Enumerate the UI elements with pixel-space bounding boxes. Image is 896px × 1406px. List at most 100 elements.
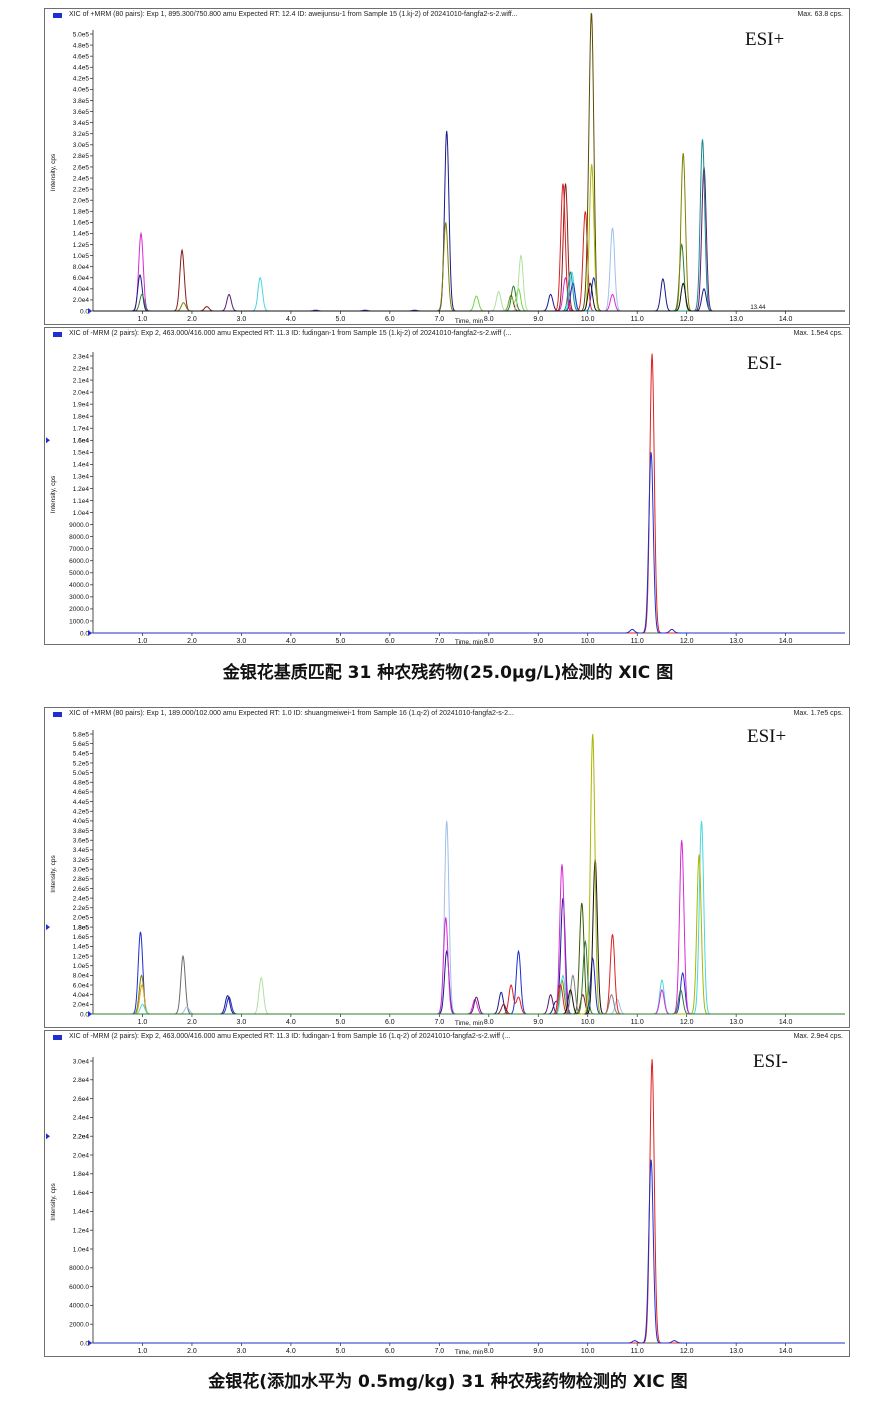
y-tick-label: 1.8e5 xyxy=(73,209,90,216)
y-tick-label: 2.8e5 xyxy=(73,876,90,883)
panel-header-text: XIC of +MRM (80 pairs): Exp 1, 189.000/1… xyxy=(69,710,514,717)
ionization-mode-label: ESI+ xyxy=(745,29,785,50)
chromatogram-trace xyxy=(93,902,845,1015)
x-tick-label: 4.0 xyxy=(286,1348,296,1355)
chromatogram-trace xyxy=(93,183,845,312)
series-color-marker xyxy=(53,1035,62,1040)
x-tick-label: 5.0 xyxy=(336,638,346,645)
chromatogram-trace xyxy=(93,231,845,312)
ionization-mode-label: ESI- xyxy=(747,353,782,374)
y-tick-label: 1.7e4 xyxy=(73,426,90,433)
chromatogram-trace xyxy=(93,820,845,1015)
y-tick-label: 2.3e4 xyxy=(73,353,90,360)
chromatogram-plot: 0.0 2000.0 4000.0 6000.0 8000.0 1.0e4 1.2e4 1.4… xyxy=(46,1057,845,1356)
y-tick-label: 3.0e5 xyxy=(73,866,90,873)
y-tick-label: 4.8e5 xyxy=(73,780,90,787)
y-tick-label: 2.1e4 xyxy=(73,377,90,384)
chromatogram-trace xyxy=(93,976,845,1015)
chromatogram-trace xyxy=(93,974,845,1015)
x-tick-label: 14.0 xyxy=(779,638,793,645)
max-intensity-label: Max. 63.8 cps. xyxy=(797,11,843,18)
y-tick-label: 1.6e5 xyxy=(73,934,90,941)
series-color-marker xyxy=(53,13,62,18)
x-tick-label: 6.0 xyxy=(385,1348,395,1355)
x-tick-label: 13.0 xyxy=(729,638,743,645)
x-tick-label: 10.0 xyxy=(581,1019,595,1026)
xic-panel-1: XIC of +MRM (80 pairs): Exp 1, 895.300/7… xyxy=(44,8,850,325)
ionization-mode-label: ESI+ xyxy=(747,726,787,747)
panel-header: XIC of -MRM (2 pairs): Exp 2, 463.000/41… xyxy=(45,329,849,341)
series-color-marker xyxy=(53,712,62,717)
y-tick-label: 1.8e4 xyxy=(73,1171,90,1178)
panel-header-text: XIC of +MRM (80 pairs): Exp 1, 895.300/7… xyxy=(69,11,518,18)
x-tick-label: 4.0 xyxy=(286,1019,296,1026)
x-tick-label: 11.0 xyxy=(631,1019,644,1026)
x-tick-label: 11.0 xyxy=(631,316,644,323)
y-tick-label: 1.0e5 xyxy=(73,253,90,260)
x-tick-label: 7.0 xyxy=(434,1348,444,1355)
xic-panel-2: XIC of -MRM (2 pairs): Exp 2, 463.000/41… xyxy=(44,327,850,646)
xic-panel-4: XIC of -MRM (2 pairs): Exp 2, 463.000/41… xyxy=(44,1030,850,1357)
chromatogram-trace xyxy=(93,939,845,1015)
chromatogram-trace xyxy=(93,993,845,1015)
y-tick-label: 2.4e5 xyxy=(73,175,90,182)
y-tick-label: 4.6e5 xyxy=(73,53,90,60)
y-tick-label: 4000.0 xyxy=(69,1303,89,1310)
y-tick-label: 0.0 xyxy=(80,630,89,637)
chromatogram-trace xyxy=(93,139,845,312)
x-tick-label: 9.0 xyxy=(533,1348,543,1355)
y-tick-label: 8000.0 xyxy=(69,534,89,541)
y-tick-label: 6000.0 xyxy=(69,1284,89,1291)
y-tick-label: 2.6e5 xyxy=(73,886,90,893)
chromatogram-plot: 0.0 2.0e4 4.0e4 6.0e4 8.0e4 1.0e5 1.2e5 1.4e5 1.… xyxy=(46,730,845,1027)
y-tick-label: 2000.0 xyxy=(69,606,89,613)
y-axis-title: Intensity, cps xyxy=(50,153,57,191)
y-tick-label: 1.0e4 xyxy=(73,510,90,517)
y-tick-label: 1.6e4 xyxy=(73,438,90,445)
y-tick-label: 2.4e5 xyxy=(73,895,90,902)
chromatogram-trace xyxy=(93,974,845,1015)
x-axis-title: Time, min xyxy=(455,639,484,646)
y-axis-title: Intensity, cps xyxy=(50,475,57,513)
x-tick-label: 5.0 xyxy=(336,316,346,323)
x-tick-label: 13.0 xyxy=(729,1019,743,1026)
y-tick-label: 2.8e5 xyxy=(73,153,90,160)
chromatogram-trace xyxy=(93,183,845,312)
y-tick-label: 8.0e4 xyxy=(73,264,90,271)
chromatogram-trace xyxy=(93,271,845,312)
y-tick-label: 1.9e4 xyxy=(73,401,90,408)
x-tick-label: 7.0 xyxy=(434,316,444,323)
x-tick-label: 12.0 xyxy=(680,1348,694,1355)
origin-marker xyxy=(88,1011,92,1017)
x-tick-label: 9.0 xyxy=(533,638,543,645)
y-tick-label: 5.4e5 xyxy=(73,751,90,758)
y-tick-label: 3.4e5 xyxy=(73,847,90,854)
y-tick-label: 2.0e4 xyxy=(73,389,90,396)
max-intensity-label: Max. 1.5e4 cps. xyxy=(793,330,843,337)
y-tick-label: 1.8e5 xyxy=(73,924,90,931)
x-tick-label: 6.0 xyxy=(385,1019,395,1026)
x-tick-label: 11.0 xyxy=(631,1348,644,1355)
x-tick-label: 3.0 xyxy=(237,1348,247,1355)
x-tick-label: 8.0 xyxy=(484,316,494,323)
x-tick-label: 4.0 xyxy=(286,316,296,323)
y-tick-label: 1.6e5 xyxy=(73,220,90,227)
y-tick-label: 2.0e4 xyxy=(73,1152,90,1159)
y-tick-label: 2.2e5 xyxy=(73,186,90,193)
y-tick-label: 2.4e4 xyxy=(73,1115,90,1122)
origin-marker xyxy=(88,308,92,314)
chromatogram-plot: 0.0 1000.0 2000.0 3000.0 4000.0 5000.0 6000.0 7… xyxy=(46,352,845,646)
y-tick-label: 2000.0 xyxy=(69,1322,89,1329)
max-intensity-label: Max. 2.9e4 cps. xyxy=(793,1033,843,1040)
x-tick-label: 12.0 xyxy=(680,638,694,645)
x-tick-label: 2.0 xyxy=(187,316,197,323)
y-tick-label: 3.0e4 xyxy=(73,1058,90,1065)
x-tick-label: 9.0 xyxy=(533,1019,543,1026)
x-tick-label: 1.0 xyxy=(138,316,148,323)
chromatogram-trace xyxy=(93,276,845,312)
y-tick-label: 3.2e5 xyxy=(73,131,90,138)
x-tick-label: 1.0 xyxy=(138,1348,148,1355)
y-tick-label: 5.6e5 xyxy=(73,741,90,748)
chromatogram-trace xyxy=(93,130,845,312)
x-tick-label: 11.0 xyxy=(631,638,644,645)
